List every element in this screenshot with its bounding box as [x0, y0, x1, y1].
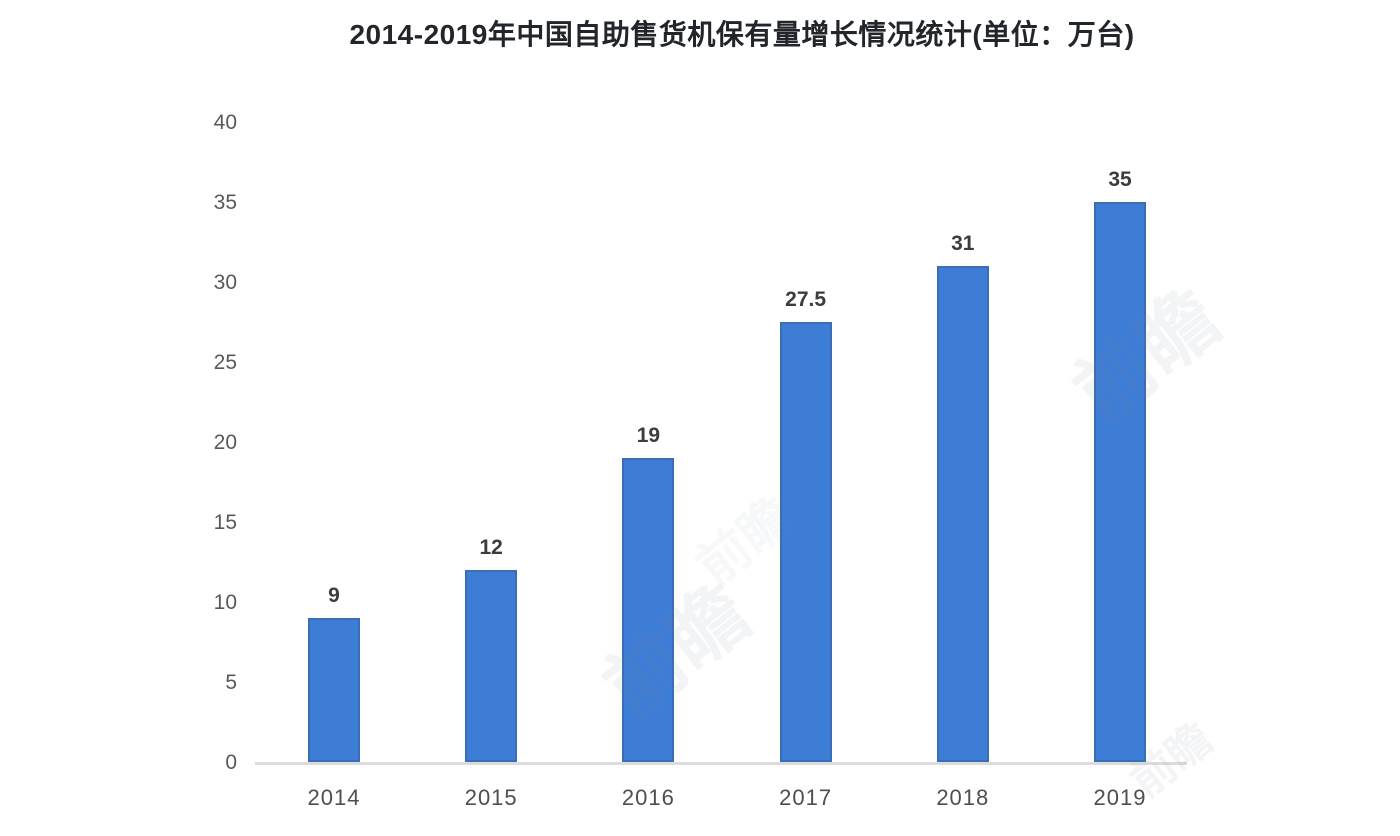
x-tick-label-2019: 2019 — [1093, 785, 1147, 810]
y-tick-label: 15 — [213, 511, 237, 534]
bar-2016 — [622, 458, 675, 762]
y-tick-label: 0 — [225, 751, 237, 774]
bar-value-label-2016: 19 — [636, 424, 661, 447]
x-tick-label-2016: 2016 — [621, 785, 675, 810]
x-tick-label-2018: 2018 — [936, 785, 990, 810]
y-tick-label: 10 — [213, 591, 237, 614]
bar-2017 — [779, 322, 832, 762]
bar-2014 — [308, 618, 360, 762]
y-tick-label: 25 — [213, 351, 237, 374]
y-tick-label: 30 — [213, 271, 237, 294]
bar-value-label-2015: 12 — [479, 536, 503, 559]
x-tick-label-2017: 2017 — [779, 785, 833, 810]
bar-2015 — [465, 570, 518, 762]
bar-value-label-2014: 9 — [328, 584, 340, 607]
bar-value-label-2018: 31 — [951, 232, 975, 255]
chart-title: 2014-2019年中国自助售货机保有量增长情况统计(单位：万台) — [349, 19, 1135, 50]
x-axis-line — [255, 762, 1187, 765]
bar-value-label-2019: 35 — [1108, 168, 1132, 191]
x-tick-label-2015: 2015 — [464, 785, 518, 810]
bar-2019 — [1094, 202, 1146, 762]
y-tick-label: 20 — [213, 431, 237, 454]
y-tick-label: 5 — [225, 671, 237, 694]
x-tick-label-2014: 2014 — [307, 785, 361, 810]
y-tick-label: 40 — [213, 111, 237, 134]
bar-2018 — [936, 266, 989, 762]
bar-value-label-2017: 27.5 — [785, 288, 827, 311]
y-tick-label: 35 — [213, 191, 237, 214]
